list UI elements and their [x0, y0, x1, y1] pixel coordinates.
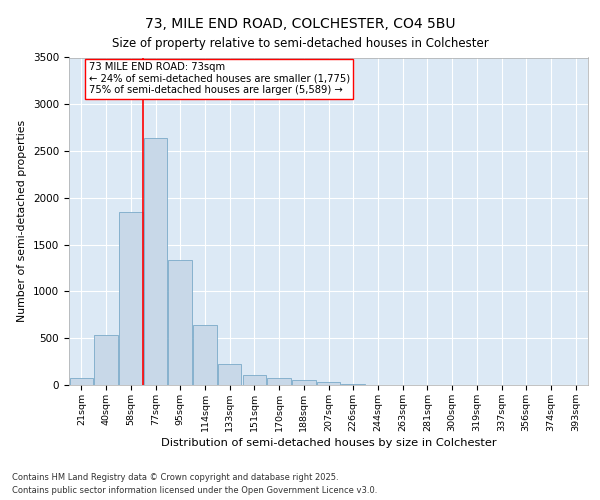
Text: 73 MILE END ROAD: 73sqm
← 24% of semi-detached houses are smaller (1,775)
75% of: 73 MILE END ROAD: 73sqm ← 24% of semi-de… [89, 62, 350, 96]
Bar [94, 336, 118, 385]
Bar [70, 378, 93, 385]
Bar [268, 378, 291, 385]
Text: Contains public sector information licensed under the Open Government Licence v3: Contains public sector information licen… [12, 486, 377, 495]
Bar [292, 380, 316, 385]
Bar [341, 384, 365, 385]
X-axis label: Distribution of semi-detached houses by size in Colchester: Distribution of semi-detached houses by … [161, 438, 496, 448]
Bar [242, 374, 266, 385]
Bar [169, 260, 192, 385]
Y-axis label: Number of semi-detached properties: Number of semi-detached properties [17, 120, 28, 322]
Bar [119, 212, 143, 385]
Bar [193, 325, 217, 385]
Text: Size of property relative to semi-detached houses in Colchester: Size of property relative to semi-detach… [112, 38, 488, 51]
Bar [317, 382, 340, 385]
Text: 73, MILE END ROAD, COLCHESTER, CO4 5BU: 73, MILE END ROAD, COLCHESTER, CO4 5BU [145, 18, 455, 32]
Bar [144, 138, 167, 385]
Text: Contains HM Land Registry data © Crown copyright and database right 2025.: Contains HM Land Registry data © Crown c… [12, 472, 338, 482]
Bar [218, 364, 241, 385]
